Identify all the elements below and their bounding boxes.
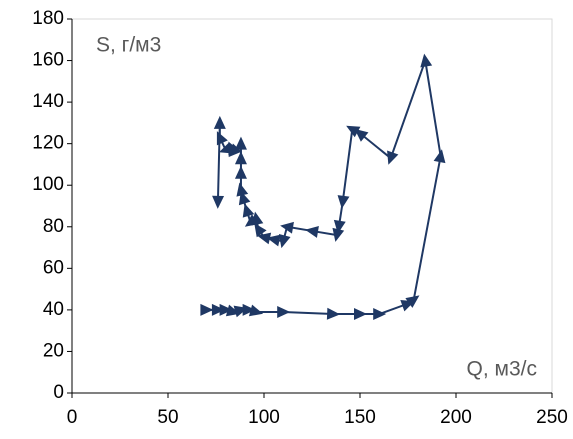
- y-tick-label: 140: [32, 91, 64, 112]
- data-marker: [211, 303, 225, 316]
- x-tick-label: 150: [344, 407, 376, 428]
- data-marker: [234, 151, 247, 165]
- y-tick-label: 20: [43, 340, 64, 361]
- y-annotation: S, г/м3: [96, 34, 161, 57]
- y-tick-label: 120: [32, 133, 64, 154]
- data-marker: [242, 303, 256, 316]
- data-marker: [373, 308, 387, 321]
- data-marker: [219, 303, 233, 316]
- data-marker: [346, 125, 361, 138]
- data-marker: [433, 149, 446, 164]
- data-marker: [420, 53, 433, 68]
- data-marker: [305, 226, 319, 238]
- data-marker: [278, 233, 291, 249]
- y-tick-label: 160: [32, 50, 64, 71]
- data-marker: [234, 165, 247, 179]
- data-marker: [326, 307, 341, 320]
- data-marker: [354, 308, 367, 321]
- x-tick-label: 0: [67, 407, 78, 428]
- y-tick-label: 80: [43, 216, 64, 237]
- data-marker: [244, 214, 259, 227]
- plot-frame: [71, 18, 553, 394]
- data-marker: [405, 295, 420, 308]
- y-tick-label: 60: [43, 257, 64, 278]
- data-marker: [242, 203, 255, 218]
- data-marker: [200, 303, 214, 316]
- data-marker: [354, 128, 369, 142]
- data-marker: [280, 221, 294, 234]
- data-marker: [213, 115, 226, 129]
- data-marker: [266, 234, 281, 247]
- x-tick-label: 50: [157, 407, 178, 428]
- data-marker: [254, 223, 267, 238]
- x-tick-label: 200: [440, 407, 472, 428]
- data-marker: [219, 142, 234, 154]
- data-marker: [234, 136, 247, 150]
- data-marker: [248, 304, 264, 317]
- data-marker: [387, 150, 399, 165]
- y-tick-label: 40: [43, 299, 64, 320]
- y-tick-label: 180: [32, 8, 64, 29]
- data-marker: [277, 305, 291, 318]
- data-marker: [257, 232, 272, 245]
- x-tick-label: 250: [536, 407, 568, 428]
- y-tick-label: 0: [53, 382, 64, 403]
- data-marker: [216, 131, 228, 146]
- data-marker: [236, 182, 249, 197]
- y-tick-label: 100: [32, 174, 64, 195]
- data-marker: [332, 227, 345, 242]
- data-marker: [212, 195, 225, 209]
- data-marker: [337, 195, 350, 209]
- x-tick-label: 100: [248, 407, 280, 428]
- x-annotation: Q, м3/с: [467, 358, 537, 381]
